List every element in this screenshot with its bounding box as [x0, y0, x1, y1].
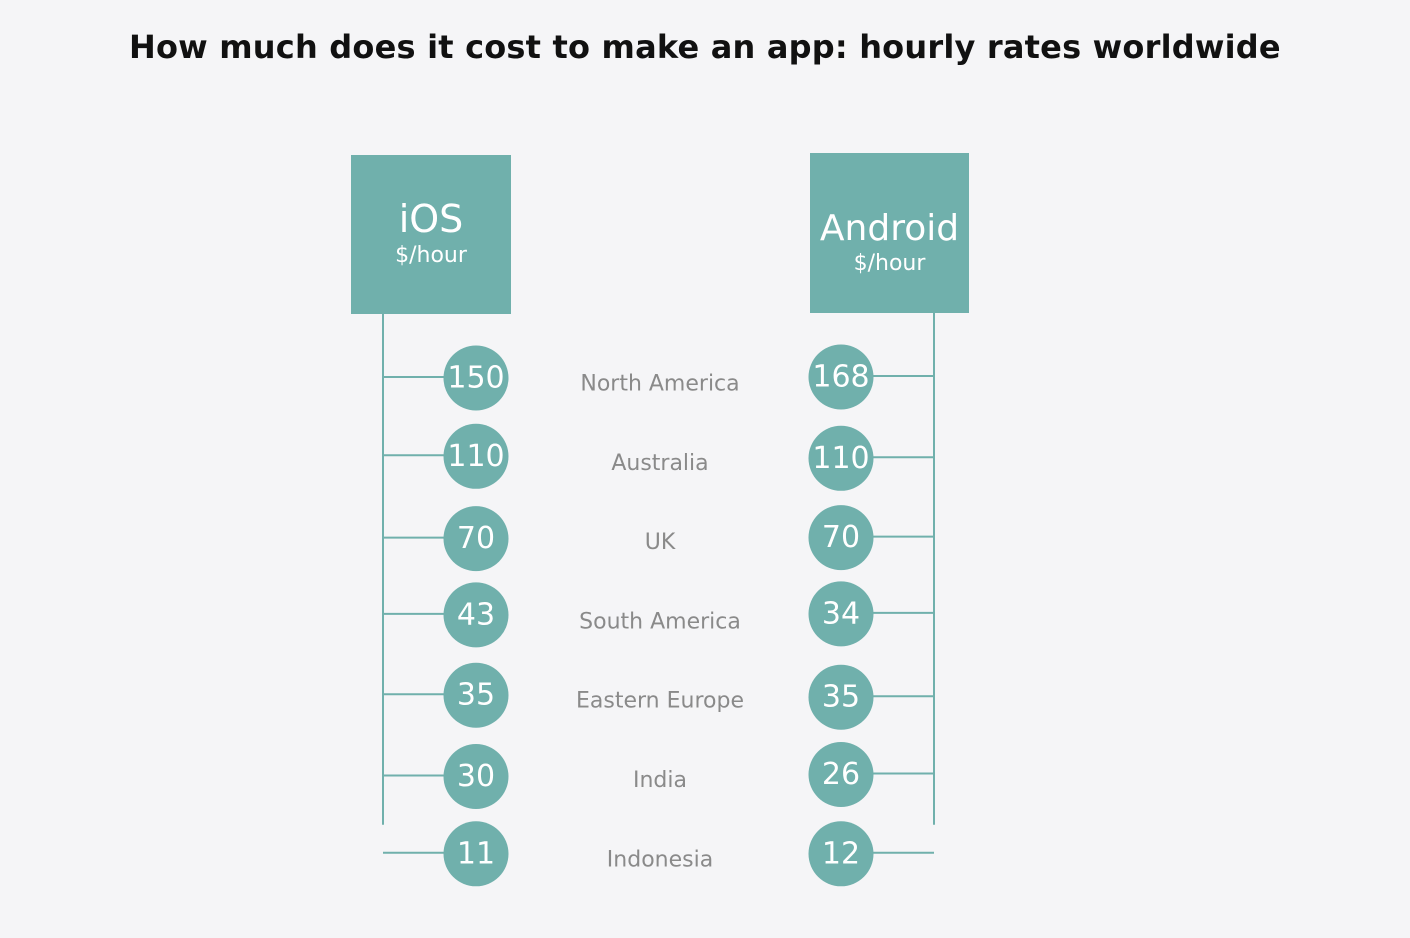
android-header-title: Android	[820, 208, 959, 249]
ios-rate-bubble-eastern-europe	[443, 662, 509, 728]
android-rate-value-india: 26	[822, 757, 860, 792]
region-label-south-america: South America	[579, 609, 741, 634]
android-rate-value-australia: 110	[812, 441, 869, 476]
ios-rate-value-uk: 70	[457, 521, 495, 556]
android-rate-bubble-uk	[808, 505, 874, 571]
ios-rate-bubble-north-america	[443, 345, 509, 411]
ios-rate-bubble-india	[443, 744, 509, 809]
ios-rate-value-australia: 110	[447, 439, 504, 474]
android-rate-bubble-indonesia	[808, 821, 874, 887]
android-rate-value-eastern-europe: 35	[822, 680, 860, 715]
ios-rate-value-north-america: 150	[447, 361, 504, 396]
region-labels: North America Australia UK South America Eas…	[576, 372, 744, 873]
ios-header-box	[351, 155, 511, 314]
ios-header-unit: $/hour	[395, 243, 468, 268]
android-rate-bubble-south-america	[808, 581, 874, 647]
ios-rate-value-indonesia: 11	[457, 836, 495, 871]
chart-title: How much does it cost to make an app: ho…	[129, 28, 1281, 66]
region-label-australia: Australia	[611, 451, 708, 476]
region-label-india: India	[633, 768, 687, 793]
region-label-eastern-europe: Eastern Europe	[576, 689, 744, 714]
android-rate-value-south-america: 34	[822, 596, 860, 631]
android-rate-value-north-america: 168	[812, 360, 869, 395]
ios-rate-bubble-south-america	[443, 582, 509, 648]
region-label-uk: UK	[645, 530, 676, 555]
ios-rate-value-south-america: 43	[457, 597, 495, 632]
ios-rate-value-india: 30	[457, 759, 495, 794]
region-label-north-america: North America	[580, 372, 739, 397]
rate-bubbles: 150 110 70 43 35 30 11 168 110 70 34 35 26 12	[443, 344, 874, 887]
android-rate-value-uk: 70	[822, 520, 860, 555]
region-label-indonesia: Indonesia	[607, 847, 713, 872]
android-header-unit: $/hour	[854, 251, 927, 276]
android-rate-bubble-eastern-europe	[808, 664, 874, 730]
android-header-box	[810, 153, 969, 313]
ios-rate-bubble-australia	[443, 423, 509, 489]
ios-header-title: iOS	[399, 197, 464, 241]
android-rate-bubble-australia	[808, 425, 874, 491]
ios-rate-bubble-indonesia	[443, 821, 509, 887]
android-rate-value-indonesia: 12	[822, 836, 860, 871]
ios-rate-bubble-uk	[443, 506, 509, 572]
ios-rate-value-eastern-europe: 35	[457, 678, 495, 713]
android-rate-bubble-north-america	[808, 344, 874, 410]
android-rate-bubble-india	[808, 742, 874, 807]
